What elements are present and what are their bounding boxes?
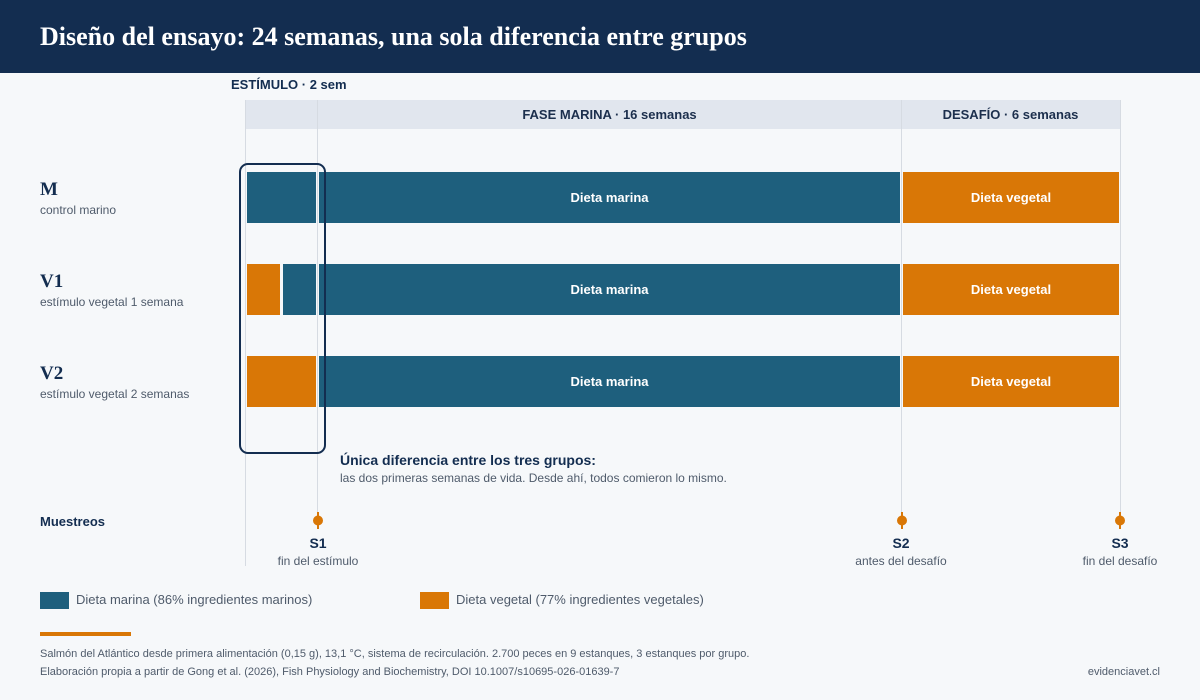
footer-accent-bar [40,632,131,636]
group-code: V2 [40,363,64,384]
vegetal-diet-label: Dieta vegetal [970,190,1052,205]
marine-diet-label: Dieta marina [570,374,649,389]
vegetal-diet-label: Dieta vegetal [970,374,1052,389]
legend-vegetal-label: Dieta vegetal (77% ingredientes vegetale… [456,592,704,607]
footer-methods: Salmón del Atlántico desde primera alime… [40,648,750,660]
group-v1-challenge-segment [903,264,1119,315]
marine-diet-label: Dieta marina [570,190,649,205]
group-m-stimulus-marine-segment [247,172,316,223]
stimulus-phase-label: ESTÍMULO · 2 sem [231,77,347,92]
sampling-title: Muestreos [40,514,106,529]
sampling-marker-icon [313,512,323,529]
footer-site: evidenciavet.cl [1087,666,1160,678]
sampling-code: S2 [892,535,910,551]
sampling-marker-icon [897,512,907,529]
group-description: estímulo vegetal 2 semanas [40,387,190,401]
sampling-description: fin del desafío [1082,554,1158,568]
group-v1-marine-phase-segment [319,264,900,315]
note-title: Única diferencia entre los tres grupos: [340,452,596,468]
sampling-description: antes del desafío [855,554,947,568]
group-code: M [40,179,58,200]
sampling-code: S1 [309,535,327,551]
group-v1-stimulus-vegetal-segment [247,264,280,315]
group-v2-challenge-segment [903,356,1119,407]
legend-vegetal-swatch [420,592,449,609]
group-v1-stimulus-marine-segment [283,264,316,315]
sampling-code: S3 [1111,535,1129,551]
header-bar: Diseño del ensayo: 24 semanas, una sola … [0,0,1200,73]
timeline-guide-stimulus-end [317,100,318,515]
group-code: V1 [40,271,64,292]
timeline-guide-end [1120,100,1121,515]
timeline-guide-challenge-start [901,100,902,515]
phase-header-band [245,100,1121,129]
legend-marine-swatch [40,592,69,609]
marine-phase-label: FASE MARINA · 16 semanas [522,107,697,122]
group-m-marine-phase-segment [319,172,900,223]
timeline-guide-start [245,100,246,566]
challenge-phase-label: DESAFÍO · 6 semanas [942,107,1079,122]
marine-diet-label: Dieta marina [570,282,649,297]
footer-source: Elaboración propia a partir de Gong et a… [40,666,620,678]
note-text: las dos primeras semanas de vida. Desde … [340,471,727,485]
page-title: Diseño del ensayo: 24 semanas, una sola … [40,22,747,51]
legend-marine-label: Dieta marina (86% ingredientes marinos) [76,592,313,607]
group-v2-stimulus-vegetal-segment [247,356,316,407]
group-description: estímulo vegetal 1 semana [40,295,184,309]
sampling-marker-icon [1115,512,1125,529]
group-m-challenge-segment [903,172,1119,223]
group-v2-marine-phase-segment [319,356,900,407]
group-description: control marino [40,203,117,217]
stimulus-highlight-box [239,163,326,454]
sampling-description: fin del estímulo [277,554,359,568]
vegetal-diet-label: Dieta vegetal [970,282,1052,297]
